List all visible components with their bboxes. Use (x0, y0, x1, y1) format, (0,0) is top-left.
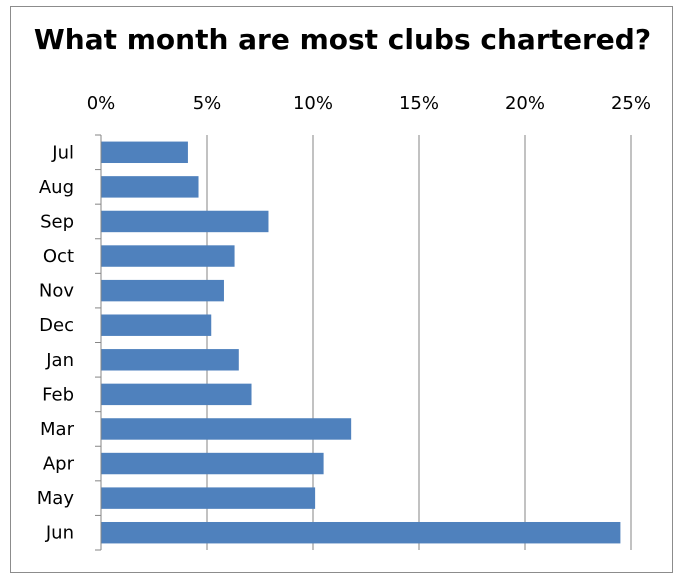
y-tick-label: Jul (51, 142, 74, 163)
x-tick-label: 10% (293, 93, 333, 114)
axes (95, 134, 102, 551)
y-tick-label: Apr (43, 454, 75, 475)
y-tick-label: Oct (43, 246, 74, 267)
bars (101, 141, 621, 544)
bar-may (101, 487, 316, 509)
bar-jun (101, 521, 621, 544)
bar-apr (101, 452, 324, 475)
y-tick-label: Aug (39, 177, 74, 198)
x-tick-label: 0% (87, 93, 116, 114)
x-tick-labels: 0% 5% 10% 15% 20% 25% (87, 93, 651, 114)
y-tick-label: Jan (45, 350, 74, 371)
x-tick-label: 5% (193, 93, 222, 114)
y-tick-label: Feb (42, 384, 74, 405)
bar-sep (101, 210, 269, 233)
gridlines (206, 135, 632, 550)
bar-mar (101, 418, 352, 440)
bar-feb (101, 383, 252, 406)
y-tick-label: Dec (39, 315, 74, 336)
y-tick-labels: Jul Aug Sep Oct Nov Dec Jan Feb Mar Apr May Jun (37, 142, 75, 543)
y-tick-label: Sep (40, 211, 74, 232)
bar-jan (101, 349, 239, 371)
bar-nov (101, 279, 224, 302)
bar-oct (101, 245, 235, 267)
bar-aug (101, 176, 199, 198)
y-tick-label: May (37, 488, 75, 509)
y-tick-label: Nov (39, 281, 74, 302)
x-tick-label: 15% (399, 93, 439, 114)
y-tick-label: Jun (45, 523, 74, 544)
bar-jul (101, 141, 188, 164)
x-tick-label: 25% (611, 93, 651, 114)
x-tick-label: 20% (505, 93, 545, 114)
chart-title: What month are most clubs chartered? (33, 23, 652, 56)
y-tick-label: Mar (40, 419, 75, 440)
bar-dec (101, 314, 212, 336)
